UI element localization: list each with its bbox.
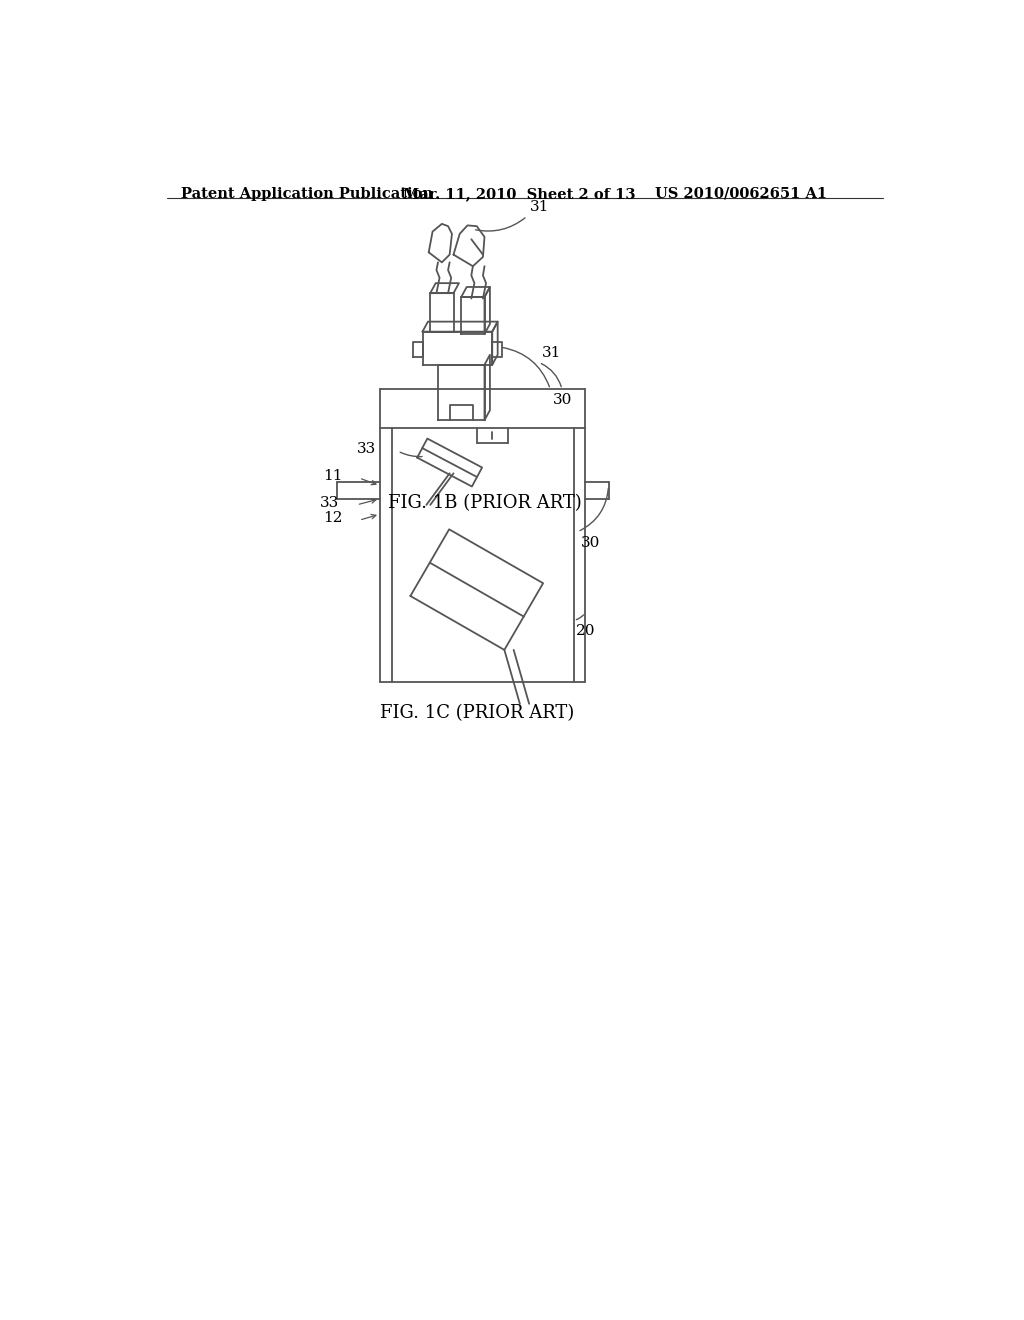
Text: 12: 12 (324, 511, 343, 525)
Text: FIG. 1C (PRIOR ART): FIG. 1C (PRIOR ART) (380, 704, 573, 722)
Text: FIG. 1B (PRIOR ART): FIG. 1B (PRIOR ART) (388, 495, 582, 512)
Text: 20: 20 (575, 624, 595, 639)
Text: 30: 30 (581, 536, 600, 549)
Text: Mar. 11, 2010  Sheet 2 of 13: Mar. 11, 2010 Sheet 2 of 13 (403, 187, 636, 201)
Text: 31: 31 (542, 346, 561, 360)
Text: 33: 33 (356, 442, 376, 457)
Text: Patent Application Publication: Patent Application Publication (180, 187, 433, 201)
Text: 11: 11 (324, 469, 343, 483)
Text: 33: 33 (321, 495, 339, 510)
Text: 31: 31 (529, 199, 549, 214)
Text: US 2010/0062651 A1: US 2010/0062651 A1 (655, 187, 827, 201)
Text: 30: 30 (553, 393, 572, 408)
